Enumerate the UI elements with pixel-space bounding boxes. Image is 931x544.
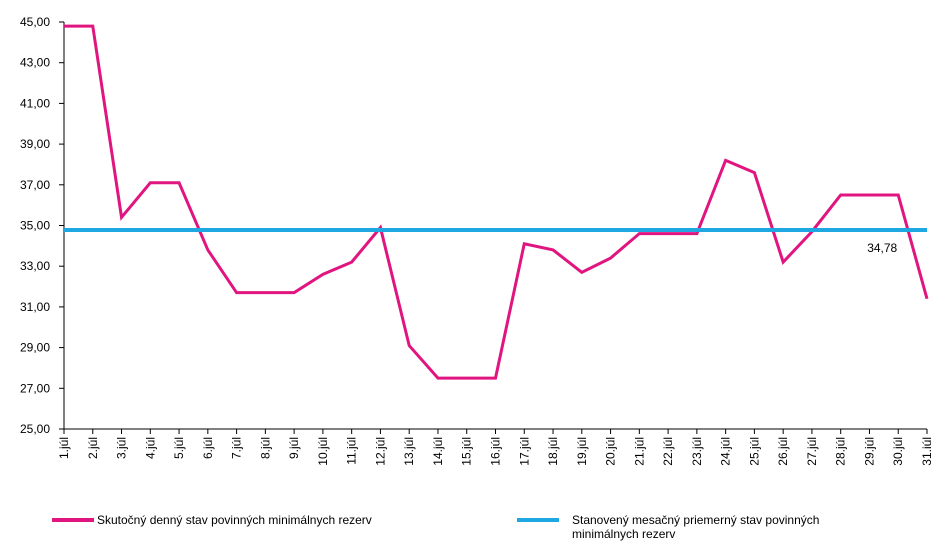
- x-tick-label: 31.júl: [920, 437, 931, 466]
- x-tick-label: 2.júl: [86, 437, 100, 459]
- x-tick-label: 1.júl: [57, 437, 71, 459]
- legend-label: Skutočný denný stav povinných minimálnyc…: [97, 513, 372, 527]
- y-tick-label: 25,00: [20, 422, 50, 436]
- x-tick-label: 23.júl: [690, 437, 704, 466]
- chart: 25,00 27,00 29,00 31,00 33,00 35,00 37,00 39,00…: [20, 15, 931, 466]
- y-tick-label: 35,00: [20, 219, 50, 233]
- x-tick-label: 21.júl: [632, 437, 646, 466]
- data-label: 34,78: [867, 241, 897, 255]
- x-tick-label: 12.júl: [373, 437, 387, 466]
- y-tick-label: 41,00: [20, 96, 50, 110]
- y-tick-label: 45,00: [20, 15, 50, 29]
- y-tick-label: 29,00: [20, 341, 50, 355]
- y-tick-label: 33,00: [20, 259, 50, 273]
- y-tick-label: 37,00: [20, 178, 50, 192]
- x-tick-label: 26.júl: [776, 437, 790, 466]
- x-tick-label: 25.júl: [747, 437, 761, 466]
- x-tick-label: 16.júl: [489, 437, 503, 466]
- x-tick-label: 24.júl: [719, 437, 733, 466]
- x-tick-label: 6.júl: [201, 437, 215, 459]
- x-tick-label: 13.júl: [402, 437, 416, 466]
- x-tick-label: 7.júl: [230, 437, 244, 459]
- legend-swatch: [517, 518, 559, 522]
- x-tick-label: 29.júl: [862, 437, 876, 466]
- x-tick-label: 10.júl: [316, 437, 330, 466]
- x-tick-label: 5.júl: [172, 437, 186, 459]
- x-tick-label: 28.júl: [834, 437, 848, 466]
- x-tick-label: 3.júl: [115, 437, 129, 459]
- x-tick-label: 15.júl: [460, 437, 474, 466]
- x-tick-label: 17.júl: [517, 437, 531, 466]
- x-tick-label: 27.júl: [805, 437, 819, 466]
- x-tick-label: 4.júl: [143, 437, 157, 459]
- x-tick-label: 30.júl: [891, 437, 905, 466]
- y-tick-label: 27,00: [20, 381, 50, 395]
- x-tick-label: 8.júl: [258, 437, 272, 459]
- x-tick-label: 19.júl: [575, 437, 589, 466]
- x-tick-label: 20.júl: [604, 437, 618, 466]
- legend-label: Stanovený mesačný priemerný stav povinný…: [572, 513, 820, 541]
- x-tick-label: 11.júl: [345, 437, 359, 465]
- x-tick-label: 14.júl: [431, 437, 445, 466]
- legend-swatch: [52, 518, 94, 522]
- x-tick-label: 18.júl: [546, 437, 560, 466]
- y-tick-label: 43,00: [20, 56, 50, 70]
- series-line: [64, 24, 929, 380]
- y-tick-label: 39,00: [20, 137, 50, 151]
- x-tick-label: 22.júl: [661, 437, 675, 466]
- y-tick-label: 31,00: [20, 300, 50, 314]
- x-tick-label: 9.júl: [287, 437, 301, 459]
